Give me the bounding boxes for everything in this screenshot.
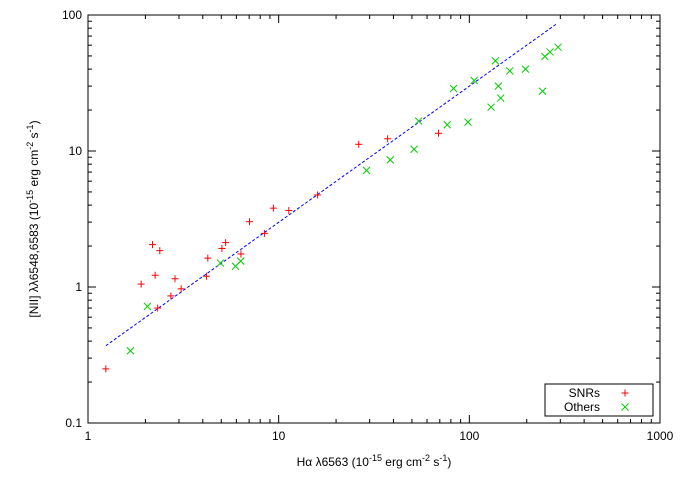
data-point-others bbox=[362, 166, 371, 175]
data-point-snrs bbox=[151, 271, 159, 279]
x-tick-label: 1 bbox=[85, 429, 92, 443]
y-tick-label: 100 bbox=[62, 8, 82, 22]
x-axis-ticks: 1 10 100 1000 bbox=[85, 15, 674, 443]
fit-line bbox=[105, 22, 558, 347]
data-point-snrs bbox=[434, 129, 442, 137]
data-point-others bbox=[505, 67, 514, 75]
data-point-others bbox=[538, 87, 547, 96]
data-point-snrs bbox=[384, 135, 392, 143]
data-point-snrs bbox=[149, 241, 157, 249]
data-point-others bbox=[494, 82, 503, 90]
data-point-others bbox=[449, 84, 458, 93]
data-point-snrs bbox=[156, 247, 164, 255]
y-axis-label: [NII] λλ6548,6583 (10-15 erg cm-2 s-1) bbox=[25, 120, 41, 317]
data-point-others bbox=[410, 145, 418, 154]
data-point-others bbox=[546, 48, 554, 56]
legend-label-snrs: SNRs bbox=[569, 386, 600, 400]
data-point-others bbox=[554, 43, 562, 52]
data-point-others bbox=[521, 65, 530, 73]
legend: SNRs Others bbox=[544, 383, 654, 417]
y-tick-label: 10 bbox=[69, 144, 83, 158]
x-tick-label: 10 bbox=[272, 429, 286, 443]
x-axis-label: Hα λ6563 (10-15 erg cm-2 s-1) bbox=[297, 453, 452, 469]
data-point-others bbox=[236, 257, 245, 265]
data-point-snrs bbox=[269, 204, 277, 212]
data-point-snrs bbox=[218, 244, 226, 252]
data-point-snrs bbox=[260, 229, 268, 237]
data-point-others bbox=[216, 259, 225, 267]
x-tick-label: 100 bbox=[459, 429, 479, 443]
data-point-snrs bbox=[237, 250, 245, 258]
data-point-others bbox=[143, 302, 152, 311]
data-point-snrs bbox=[167, 292, 175, 300]
data-point-others bbox=[487, 103, 495, 112]
data-points bbox=[102, 43, 562, 373]
data-point-snrs bbox=[154, 304, 162, 312]
data-point-snrs bbox=[177, 285, 185, 293]
y-tick-label: 0.1 bbox=[65, 416, 82, 430]
legend-marker-snrs bbox=[621, 389, 629, 397]
data-point-others bbox=[386, 156, 395, 164]
data-point-others bbox=[491, 57, 500, 65]
y-axis-ticks: 0.1 1 10 100 bbox=[62, 8, 660, 430]
data-point-others bbox=[443, 120, 452, 129]
data-point-snrs bbox=[222, 239, 230, 247]
plot-frame bbox=[87, 14, 661, 424]
data-point-snrs bbox=[202, 272, 210, 280]
legend-box bbox=[544, 383, 654, 417]
x-tick-label: 1000 bbox=[647, 429, 674, 443]
data-point-others bbox=[470, 76, 479, 85]
data-point-others bbox=[464, 118, 472, 126]
fit-line-group bbox=[105, 22, 558, 347]
data-point-others bbox=[496, 94, 505, 102]
legend-markers bbox=[621, 389, 629, 411]
data-point-snrs bbox=[102, 365, 110, 373]
data-point-snrs bbox=[137, 280, 145, 288]
data-point-snrs bbox=[245, 218, 253, 226]
data-point-snrs bbox=[314, 191, 322, 199]
data-point-snrs bbox=[285, 207, 293, 215]
legend-label-others: Others bbox=[564, 400, 600, 414]
legend-marker-others bbox=[621, 403, 629, 411]
data-point-snrs bbox=[204, 254, 212, 262]
y-tick-label: 1 bbox=[75, 280, 82, 294]
data-point-snrs bbox=[355, 140, 363, 148]
data-point-snrs bbox=[171, 275, 179, 283]
data-point-others bbox=[126, 346, 135, 355]
data-point-others bbox=[414, 117, 423, 125]
